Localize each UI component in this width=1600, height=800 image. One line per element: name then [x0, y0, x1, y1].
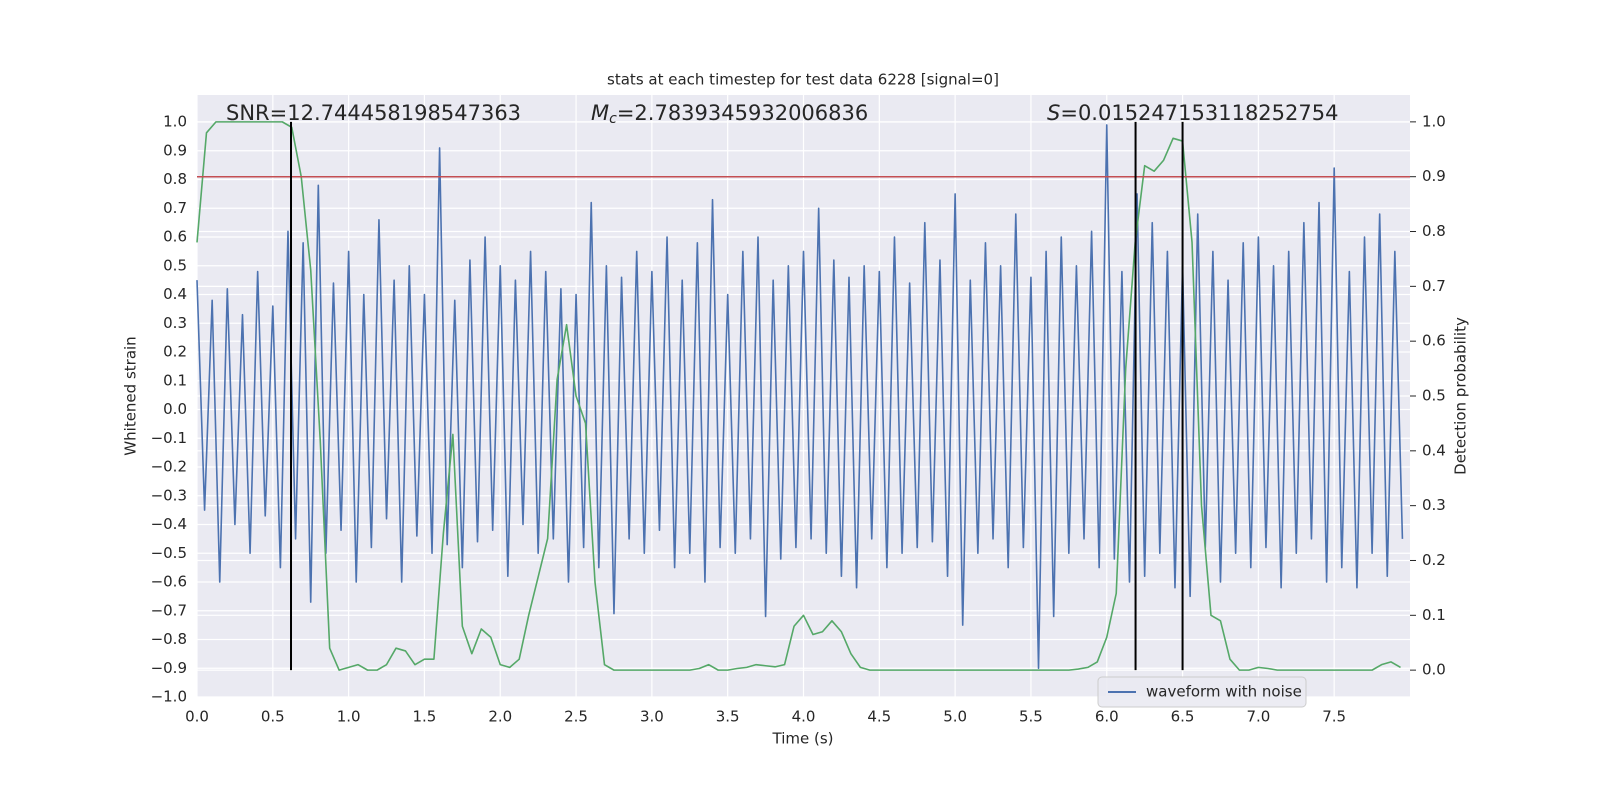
y2-axis-label: Detection probability: [1452, 317, 1470, 475]
y-tick-label: −0.7: [151, 601, 187, 619]
x-tick-label: 6.0: [1095, 708, 1119, 726]
series-line: [196, 124, 1404, 670]
x-tick-label: 5.0: [943, 708, 967, 726]
x-tick-label: 7.5: [1322, 708, 1346, 726]
x-tick-label: 6.5: [1171, 708, 1195, 726]
y-tick-label: −1.0: [151, 688, 187, 706]
x-tick-label: 0.0: [185, 708, 209, 726]
y-tick-label: 1.0: [163, 113, 187, 131]
labels: stats at each timestep for test data 622…: [122, 71, 1470, 748]
y-tick-label: 0.2: [163, 343, 187, 361]
y-tick-label: 0.7: [163, 199, 187, 217]
annotation-text: =2.7839345932006836: [617, 101, 868, 125]
y2-tick-label: 0.3: [1422, 496, 1446, 514]
annotation-text: =0.015247153118252754: [1060, 101, 1338, 125]
annotation: Mc=2.7839345932006836: [591, 101, 868, 127]
y-tick-label: 0.3: [163, 314, 187, 332]
x-tick-label: 0.5: [261, 708, 285, 726]
y-tick-label: 0.1: [163, 371, 187, 389]
y2-tick-label: 0.5: [1422, 387, 1446, 405]
x-tick-label: 2.0: [488, 708, 512, 726]
y-tick-label: 0.5: [163, 256, 187, 274]
y-tick-label: −0.1: [151, 429, 187, 447]
annotation: S=0.015247153118252754: [1047, 101, 1338, 125]
annotation-subscript: c: [609, 111, 617, 127]
y2-tick-label: 0.9: [1422, 167, 1446, 185]
annotation-symbol: M: [591, 101, 609, 125]
annotation-text: SNR=12.744458198547363: [226, 101, 521, 125]
x-tick-label: 1.0: [337, 708, 361, 726]
annotation-symbol: S: [1047, 101, 1060, 125]
x-tick-label: 4.5: [867, 708, 891, 726]
x-tick-label: 1.5: [413, 708, 437, 726]
series-line: [196, 121, 1401, 671]
y2-tick-label: 0.2: [1422, 551, 1446, 569]
y-tick-label: 0.9: [163, 141, 187, 159]
y-tick-label: 0.6: [163, 228, 187, 246]
chart-title: stats at each timestep for test data 622…: [607, 71, 999, 89]
y-tick-label: −0.8: [151, 630, 187, 648]
y2-tick-label: 0.0: [1422, 661, 1446, 679]
legend-label: waveform with noise: [1146, 683, 1302, 701]
x-tick-label: 3.5: [716, 708, 740, 726]
x-tick-label: 4.0: [792, 708, 816, 726]
y2-tick-label: 0.7: [1422, 277, 1446, 295]
y2-tick-label: 1.0: [1422, 112, 1446, 130]
y-tick-label: −0.2: [151, 458, 187, 476]
y-tick-label: −0.6: [151, 573, 187, 591]
y-tick-label: 0.8: [163, 170, 187, 188]
y-tick-label: −0.4: [151, 515, 187, 533]
annotation: SNR=12.744458198547363: [226, 101, 521, 125]
grid: [196, 95, 1410, 698]
y2-tick-label: 0.1: [1422, 606, 1446, 624]
y-tick-label: −0.5: [151, 544, 187, 562]
legend-box: [1097, 676, 1307, 708]
y2-tick-label: 0.4: [1422, 441, 1446, 459]
y2-tick-label: 0.8: [1422, 222, 1446, 240]
x-tick-label: 7.0: [1246, 708, 1270, 726]
y-tick-label: −0.3: [151, 486, 187, 504]
x-axis-label: Time (s): [772, 730, 834, 748]
y-tick-label: 0.4: [163, 285, 187, 303]
y2-tick-label: 0.6: [1422, 332, 1446, 350]
y-tick-label: 0.0: [163, 400, 187, 418]
marks: [196, 121, 1410, 671]
x-tick-label: 3.0: [640, 708, 664, 726]
y-axis-label: Whitened strain: [122, 336, 140, 455]
y-tick-label: −0.9: [151, 659, 187, 677]
x-tick-label: 5.5: [1019, 708, 1043, 726]
x-tick-label: 2.5: [564, 708, 588, 726]
